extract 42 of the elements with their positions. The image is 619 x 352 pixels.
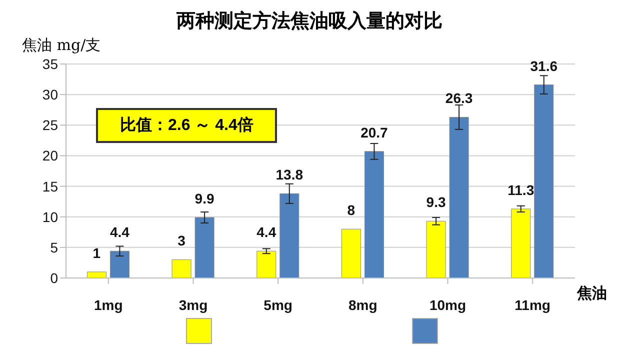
x-tick-label: 8mg bbox=[348, 296, 378, 313]
y-tick-label: 25 bbox=[42, 117, 58, 134]
data-label: 8 bbox=[347, 202, 356, 218]
bar bbox=[534, 84, 554, 278]
data-label: 3 bbox=[178, 232, 186, 249]
bar bbox=[449, 116, 469, 278]
x-tick-label: 11mg bbox=[514, 296, 550, 313]
x-tick-label: 5mg bbox=[264, 296, 292, 313]
x-tick-label: 10mg bbox=[429, 296, 466, 313]
annotation: 比值：2.6 ～ 4.4倍 bbox=[96, 108, 278, 143]
y-axis-title: 焦油 mg/支 bbox=[22, 36, 101, 55]
bar bbox=[86, 272, 106, 278]
y-tick-label: 0 bbox=[50, 270, 58, 286]
data-label: 4.4 bbox=[256, 224, 276, 240]
data-label: 1 bbox=[92, 244, 101, 261]
data-label: 9.3 bbox=[426, 194, 446, 210]
x-tick-label: 1mg bbox=[94, 296, 123, 313]
bar bbox=[341, 228, 361, 278]
bar bbox=[426, 220, 446, 278]
data-label: 13.8 bbox=[276, 166, 304, 183]
bar bbox=[511, 208, 531, 278]
data-label: 9.9 bbox=[194, 190, 214, 206]
data-label: 26.3 bbox=[445, 90, 473, 106]
y-tick-label: 30 bbox=[42, 86, 58, 103]
y-tick-label: 20 bbox=[42, 148, 58, 164]
x-axis-title: 焦油 bbox=[577, 284, 607, 303]
y-tick-label: 15 bbox=[42, 178, 58, 194]
bar bbox=[256, 250, 276, 278]
bar bbox=[110, 250, 130, 278]
y-tick-label: 35 bbox=[42, 56, 58, 72]
data-label: 31.6 bbox=[530, 58, 558, 74]
bar bbox=[194, 217, 214, 278]
bar bbox=[280, 193, 300, 278]
y-tick-label: 10 bbox=[42, 208, 58, 225]
chart-title: 两种测定方法焦油吸入量的对比 bbox=[176, 10, 444, 34]
bar bbox=[364, 151, 384, 278]
bar bbox=[172, 259, 192, 278]
data-label: 20.7 bbox=[360, 124, 388, 140]
y-tick-label: 5 bbox=[50, 239, 58, 256]
data-label: 4.4 bbox=[110, 224, 130, 240]
x-tick-label: 3mg bbox=[178, 296, 208, 313]
data-label: 11.3 bbox=[508, 182, 534, 198]
